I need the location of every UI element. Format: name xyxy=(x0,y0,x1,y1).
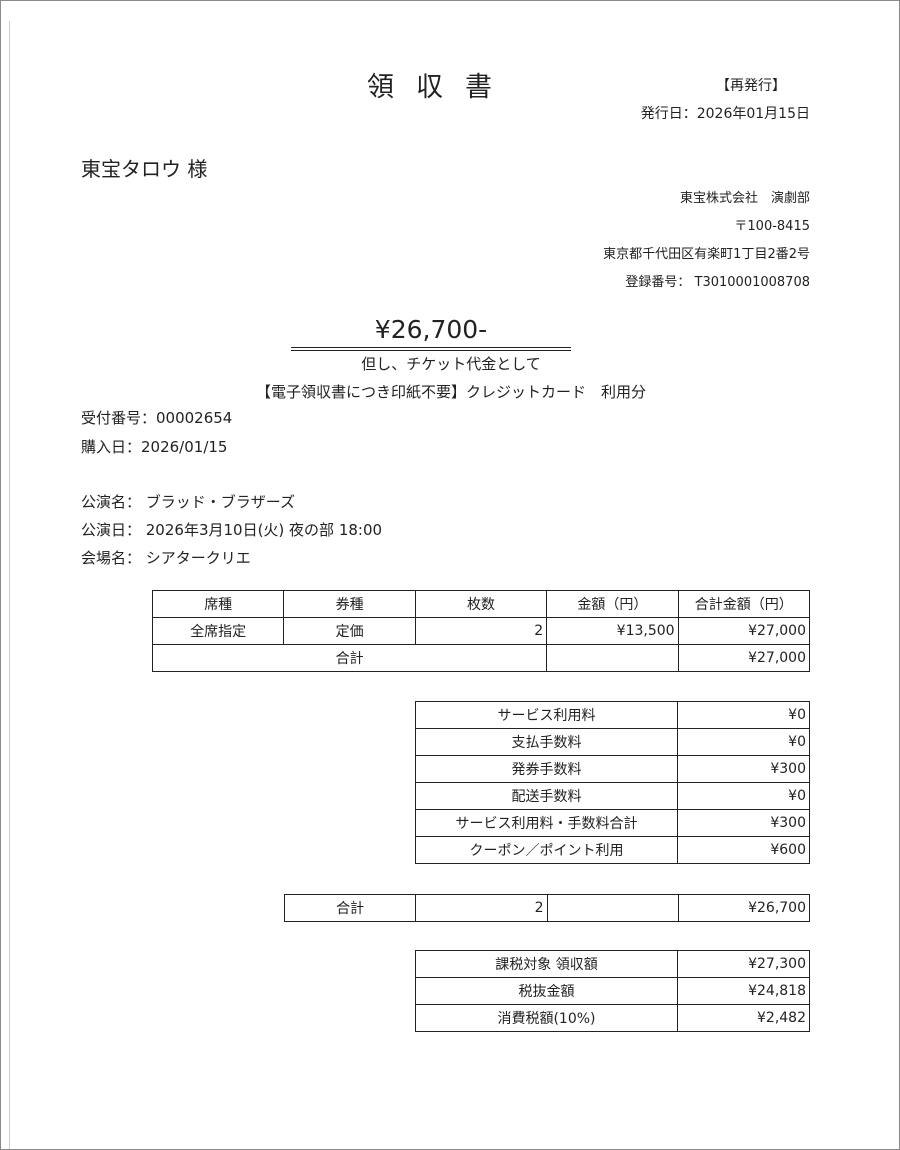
fee-row: 配送手数料 ¥0 xyxy=(415,782,810,810)
fee-label: 支払手数料 xyxy=(415,728,678,756)
seat-type: 全席指定 xyxy=(151,617,285,645)
fee-value: ¥300 xyxy=(677,809,810,837)
quantity: 2 xyxy=(414,617,548,645)
empty-cell xyxy=(546,644,679,672)
total-label: 合計 xyxy=(151,644,548,672)
header-quantity: 枚数 xyxy=(414,590,548,618)
tax-value: ¥27,300 xyxy=(677,950,810,978)
tax-row: 課税対象 領収額 ¥27,300 xyxy=(415,950,810,978)
fee-value: ¥0 xyxy=(677,782,810,810)
fee-label: クーポン／ポイント利用 xyxy=(415,836,678,864)
reception-number: 受付番号：00002654 xyxy=(81,409,233,427)
amount-underline xyxy=(291,347,571,351)
issuer-postal: 〒100-8415 xyxy=(734,219,810,234)
grand-total-value: ¥26,700 xyxy=(677,894,811,922)
fee-row: サービス利用料・手数料合計 ¥300 xyxy=(415,809,810,837)
tax-value: ¥2,482 xyxy=(677,1004,810,1032)
grand-total-row: 合計 2 ¥26,700 xyxy=(283,894,811,922)
fee-label: 配送手数料 xyxy=(415,782,678,810)
total-value: ¥27,000 xyxy=(677,644,811,672)
reissue-label: 【再発行】 xyxy=(716,78,786,94)
fee-value: ¥0 xyxy=(677,701,810,729)
customer-name: 東宝タロウ 様 xyxy=(81,157,208,181)
venue-name: 会場名： シアタークリエ xyxy=(81,549,251,567)
fee-row: 支払手数料 ¥0 xyxy=(415,728,810,756)
tax-table: 課税対象 領収額 ¥27,300 税抜金額 ¥24,818 消費税額(10%) ¥2,… xyxy=(415,950,810,1032)
fee-value: ¥0 xyxy=(677,728,810,756)
fee-row: 発券手数料 ¥300 xyxy=(415,755,810,783)
table-total-row: 合計 ¥27,000 xyxy=(151,644,811,672)
fee-row: クーポン／ポイント利用 ¥600 xyxy=(415,836,810,864)
proviso: 但し、チケット代金として xyxy=(361,355,541,373)
performance-date: 公演日： 2026年3月10日(火) 夜の部 18:00 xyxy=(81,521,383,539)
fee-value: ¥300 xyxy=(677,755,810,783)
ticket-table: 席種 券種 枚数 金額（円） 合計金額（円） 全席指定 定価 2 ¥13,500… xyxy=(151,590,811,672)
header-price: 金額（円） xyxy=(546,590,679,618)
document-title: 領収書 xyxy=(367,72,514,103)
unit-price: ¥13,500 xyxy=(546,617,679,645)
issuer-address: 東京都千代田区有楽町1丁目2番2号 xyxy=(603,247,810,262)
page-edge xyxy=(9,21,10,1149)
table-row: 全席指定 定価 2 ¥13,500 ¥27,000 xyxy=(151,617,811,645)
receipt-amount: ¥26,700- xyxy=(374,315,488,344)
tax-label: 消費税額(10%) xyxy=(415,1004,678,1032)
issue-date: 発行日：2026年01月15日 xyxy=(640,106,810,122)
performance-name: 公演名： ブラッド・ブラザーズ xyxy=(81,493,296,511)
issuer-registration: 登録番号： T3010001008708 xyxy=(625,275,810,290)
tax-row: 税抜金額 ¥24,818 xyxy=(415,977,810,1005)
fees-table: サービス利用料 ¥0 支払手数料 ¥0 発券手数料 ¥300 配送手数料 ¥0 サービス… xyxy=(415,701,810,864)
table-header-row: 席種 券種 枚数 金額（円） 合計金額（円） xyxy=(151,590,811,618)
grand-total-table: 合計 2 ¥26,700 xyxy=(283,894,811,922)
tax-label: 税抜金額 xyxy=(415,977,678,1005)
grand-total-label: 合計 xyxy=(283,894,417,922)
fee-label: サービス利用料・手数料合計 xyxy=(415,809,678,837)
fee-label: 発券手数料 xyxy=(415,755,678,783)
fee-label: サービス利用料 xyxy=(415,701,678,729)
ticket-type: 定価 xyxy=(283,617,416,645)
header-subtotal: 合計金額（円） xyxy=(677,590,811,618)
grand-total-count: 2 xyxy=(415,894,548,922)
fee-value: ¥600 xyxy=(677,836,810,864)
tax-label: 課税対象 領収額 xyxy=(415,950,678,978)
payment-note: 【電子領収書につき印紙不要】クレジットカード 利用分 xyxy=(255,383,646,401)
subtotal: ¥27,000 xyxy=(677,617,811,645)
header-seat-type: 席種 xyxy=(151,590,285,618)
empty-cell xyxy=(546,894,679,922)
header-ticket-type: 券種 xyxy=(283,590,416,618)
issuer-company: 東宝株式会社 演劇部 xyxy=(679,191,810,206)
tax-row: 消費税額(10%) ¥2,482 xyxy=(415,1004,810,1032)
tax-value: ¥24,818 xyxy=(677,977,810,1005)
purchase-date: 購入日：2026/01/15 xyxy=(81,438,228,456)
fee-row: サービス利用料 ¥0 xyxy=(415,701,810,729)
